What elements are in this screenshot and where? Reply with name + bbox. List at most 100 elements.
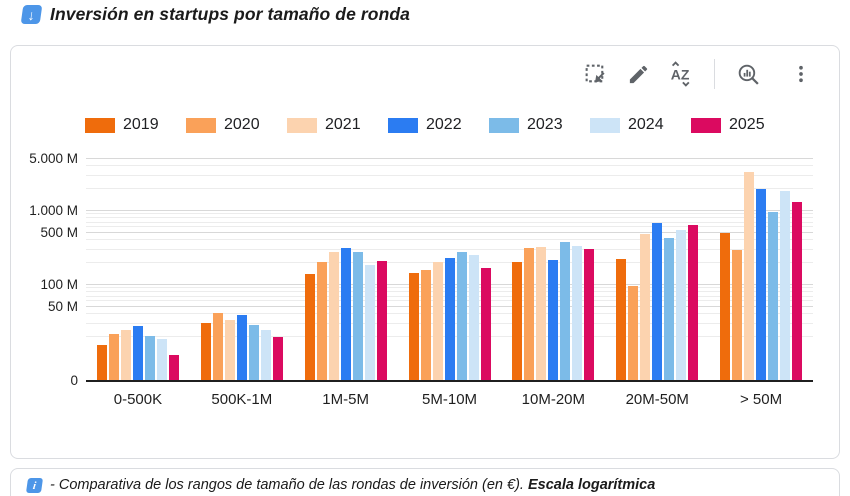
bar-2020-1M-5M[interactable] — [316, 261, 327, 380]
explore-chart-icon[interactable] — [734, 60, 762, 88]
bar-2020-5M-10M[interactable] — [420, 269, 431, 380]
legend-item-2023[interactable]: 2023 — [489, 116, 563, 134]
x-axis-label-> 50M: > 50M — [739, 391, 783, 408]
bar-2025-5M-10M[interactable] — [480, 267, 491, 380]
select-range-icon[interactable] — [581, 60, 609, 88]
footer-card: i - Comparativa de los rangos de tamaño … — [10, 468, 840, 496]
gridline-major-500 — [86, 232, 813, 234]
legend-item-2024[interactable]: 2024 — [590, 116, 664, 134]
gridline-minor-4000 — [86, 165, 813, 167]
bar-2019-20M-50M[interactable] — [616, 259, 627, 380]
bar-2024-500K-1M[interactable] — [260, 329, 271, 380]
x-axis-label-1M-5M: 1M-5M — [322, 391, 369, 408]
gridline-major-5000 — [86, 158, 813, 160]
bar-2025-10M-20M[interactable] — [584, 248, 595, 380]
bar-2019-> 50M[interactable] — [720, 232, 731, 380]
bar-2021-20M-50M[interactable] — [640, 234, 651, 380]
bar-group-0-500K — [86, 149, 190, 380]
bar-2022-20M-50M[interactable] — [652, 223, 663, 380]
gridline-minor-700 — [86, 221, 813, 223]
legend-item-2020[interactable]: 2020 — [186, 116, 260, 134]
y-axis-label-0: 0 — [70, 372, 78, 388]
legend-label-2021: 2021 — [325, 116, 361, 133]
bar-2019-10M-20M[interactable] — [512, 262, 523, 380]
bar-2025-0-500K[interactable] — [168, 354, 179, 380]
gridline-minor-900 — [86, 213, 813, 215]
bar-2024-> 50M[interactable] — [780, 190, 791, 380]
y-axis-label-500M: 500 M — [40, 224, 78, 240]
legend-item-2021[interactable]: 2021 — [287, 116, 361, 134]
bar-2024-5M-10M[interactable] — [468, 254, 479, 380]
legend-label-2025: 2025 — [729, 116, 765, 133]
bar-2022-500K-1M[interactable] — [236, 315, 247, 380]
more-options-icon[interactable] — [787, 60, 815, 88]
footer-note: i - Comparativa de los rangos de tamaño … — [25, 477, 655, 493]
x-axis-line — [86, 380, 813, 382]
svg-text:AZ: AZ — [671, 67, 690, 83]
bar-group-20M-50M — [605, 149, 709, 380]
bar-group-10M-20M — [501, 149, 605, 380]
footer-text-main: - Comparativa de los rangos de tamaño de… — [50, 477, 524, 493]
bar-2024-1M-5M[interactable] — [364, 265, 375, 380]
bar-2019-1M-5M[interactable] — [304, 274, 315, 380]
x-axis-label-0-500K: 0-500K — [113, 391, 163, 408]
gridline-minor-2000 — [86, 187, 813, 189]
y-axis-label-100M: 100 M — [40, 276, 78, 292]
footer-text: - Comparativa de los rangos de tamaño de… — [50, 477, 655, 493]
bar-2025-500K-1M[interactable] — [272, 337, 283, 380]
bar-2020-10M-20M[interactable] — [524, 248, 535, 380]
bar-2019-500K-1M[interactable] — [200, 322, 211, 380]
bar-2023-> 50M[interactable] — [768, 211, 779, 380]
bar-2022-0-500K[interactable] — [132, 326, 143, 380]
sort-az-icon[interactable]: AZ — [667, 60, 695, 88]
bar-2025-20M-50M[interactable] — [688, 224, 699, 380]
legend-item-2022[interactable]: 2022 — [388, 116, 462, 134]
x-axis-label-5M-10M: 5M-10M — [422, 391, 478, 408]
legend-swatch-2024 — [590, 117, 620, 133]
legend-item-2025[interactable]: 2025 — [691, 116, 765, 134]
y-axis-label-50M: 50 M — [47, 298, 78, 314]
legend-label-2022: 2022 — [426, 116, 462, 133]
bar-2019-0-500K[interactable] — [96, 345, 107, 380]
bar-2019-5M-10M[interactable] — [408, 273, 419, 380]
bar-2023-0-500K[interactable] — [144, 335, 155, 380]
bar-2020-0-500K[interactable] — [108, 334, 119, 380]
legend-item-2019[interactable]: 2019 — [85, 116, 159, 134]
bar-group-1M-5M — [294, 149, 398, 380]
bar-2023-10M-20M[interactable] — [560, 241, 571, 380]
bar-2022-1M-5M[interactable] — [340, 248, 351, 380]
bar-2021-> 50M[interactable] — [744, 171, 755, 380]
chart-card: AZ — [10, 45, 840, 459]
legend-swatch-2021 — [287, 117, 317, 133]
bar-2020-> 50M[interactable] — [732, 249, 743, 380]
gridline-major-1000 — [86, 210, 813, 211]
bar-2025-> 50M[interactable] — [792, 202, 803, 380]
legend-swatch-2020 — [186, 117, 216, 133]
bar-2023-20M-50M[interactable] — [664, 238, 675, 380]
bar-2024-10M-20M[interactable] — [572, 245, 583, 380]
bar-2021-5M-10M[interactable] — [432, 261, 443, 380]
gridline-minor-600 — [86, 226, 813, 228]
bar-2023-5M-10M[interactable] — [456, 251, 467, 380]
bar-2022-> 50M[interactable] — [756, 189, 767, 380]
bar-2025-1M-5M[interactable] — [376, 260, 387, 380]
gridline-minor-300 — [86, 248, 813, 250]
bar-2024-0-500K[interactable] — [156, 339, 167, 380]
bar-2024-20M-50M[interactable] — [676, 230, 687, 380]
bar-2020-20M-50M[interactable] — [628, 286, 639, 380]
bar-2022-5M-10M[interactable] — [444, 257, 455, 380]
footer-text-bold: Escala logarítmica — [527, 477, 656, 493]
legend-swatch-2022 — [388, 117, 418, 133]
bar-2023-1M-5M[interactable] — [352, 252, 363, 380]
bar-2021-10M-20M[interactable] — [536, 246, 547, 380]
bar-2020-500K-1M[interactable] — [212, 312, 223, 380]
gridline-minor-3000 — [86, 174, 813, 176]
bar-2023-500K-1M[interactable] — [248, 324, 259, 380]
edit-pencil-icon[interactable] — [624, 60, 652, 88]
bar-2021-0-500K[interactable] — [120, 329, 131, 380]
bar-2021-500K-1M[interactable] — [224, 319, 235, 380]
bar-2022-10M-20M[interactable] — [548, 260, 559, 380]
legend-swatch-2023 — [489, 117, 519, 133]
bar-2021-1M-5M[interactable] — [328, 252, 339, 380]
